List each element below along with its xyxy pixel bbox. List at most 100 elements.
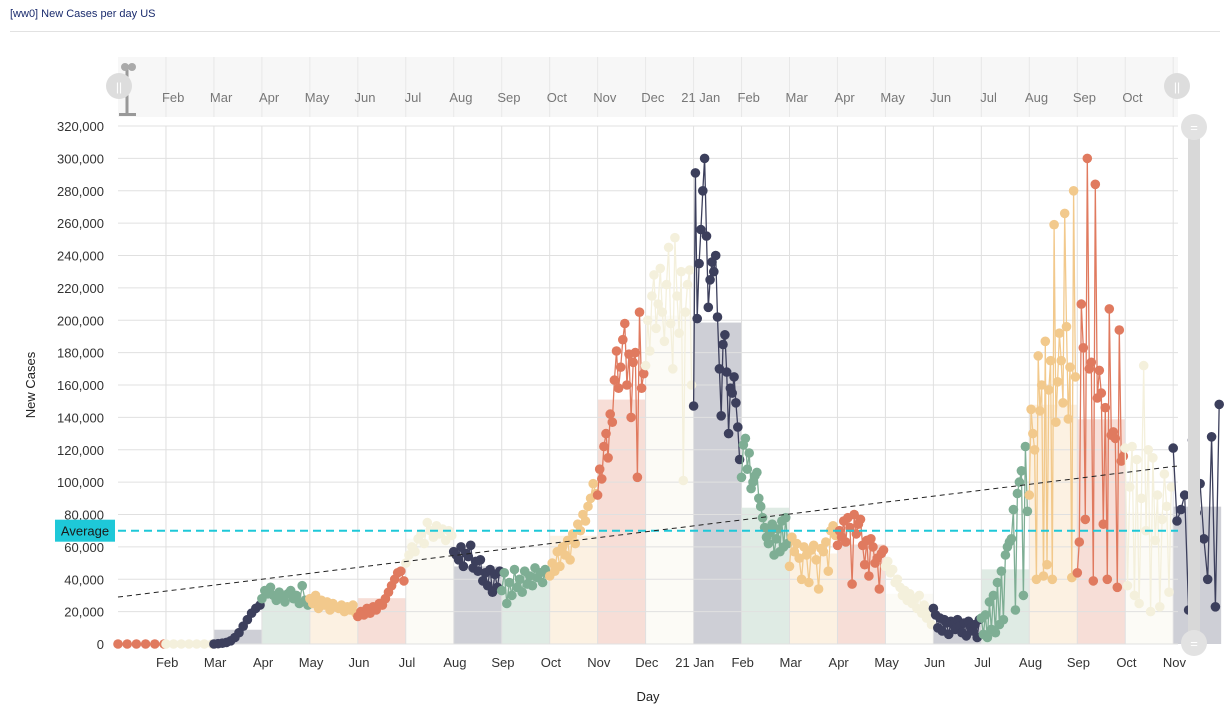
x-tick-label: Sep	[491, 655, 514, 670]
data-point	[161, 639, 171, 649]
data-point	[1148, 453, 1158, 463]
data-point	[703, 302, 714, 313]
y-tick-label: 320,000	[57, 119, 104, 134]
data-point	[626, 412, 636, 423]
data-point	[1029, 445, 1040, 455]
x-tick-label: Feb	[156, 655, 178, 670]
data-point	[1145, 606, 1156, 617]
data-point	[1127, 441, 1137, 452]
data-point	[1024, 490, 1035, 500]
data-point	[694, 258, 704, 269]
data-point	[447, 530, 457, 541]
data-point	[1008, 504, 1019, 515]
data-point	[1132, 454, 1142, 465]
data-point	[649, 270, 659, 280]
navigator-tick-label: Aug	[449, 90, 472, 105]
x-tick-label: Oct	[541, 655, 562, 670]
data-point	[672, 291, 682, 301]
navigator-left-handle[interactable]	[106, 73, 132, 99]
data-point	[131, 639, 142, 649]
data-point	[887, 564, 898, 575]
data-point	[740, 433, 751, 444]
data-point	[752, 467, 762, 478]
data-point	[859, 559, 870, 570]
data-point	[1072, 568, 1083, 578]
data-point	[727, 388, 737, 398]
data-point	[645, 346, 655, 356]
data-point	[1070, 372, 1081, 382]
data-point	[1210, 602, 1221, 612]
data-point	[714, 364, 725, 374]
data-point	[463, 551, 474, 562]
data-point	[818, 546, 829, 557]
data-point	[1104, 304, 1115, 314]
data-point	[1014, 477, 1025, 487]
data-point	[620, 318, 630, 329]
data-point	[1068, 186, 1079, 196]
y-tick-label: 160,000	[57, 378, 104, 393]
navigator-right-handle[interactable]	[1164, 73, 1190, 99]
grip-icon: =	[1190, 120, 1198, 135]
data-point	[555, 561, 565, 572]
data-point	[514, 574, 525, 585]
data-point	[527, 580, 538, 591]
data-point	[1166, 482, 1177, 492]
data-point	[1042, 559, 1052, 570]
x-tick-label: May	[874, 655, 899, 670]
data-point	[1065, 362, 1075, 373]
data-point	[1058, 398, 1068, 408]
data-point	[1125, 482, 1135, 492]
data-point	[1102, 574, 1113, 585]
data-point	[808, 540, 819, 551]
data-point	[883, 556, 893, 567]
data-point	[712, 312, 723, 322]
data-point	[622, 380, 632, 390]
data-point	[1155, 602, 1165, 612]
data-point	[475, 555, 486, 565]
x-tick-label: Oct	[1116, 655, 1137, 670]
data-point	[680, 307, 691, 318]
data-point	[1045, 355, 1056, 366]
x-tick-label: Nov	[1163, 655, 1187, 670]
range-navigator[interactable]: Feb Mar Apr May Jun Jul Aug Sep Oct Nov Dec 21 Jan F…	[106, 57, 1190, 117]
data-point	[1054, 328, 1065, 339]
data-point	[668, 364, 678, 374]
data-point	[609, 375, 620, 385]
vertical-scrollbar[interactable]: ==	[1181, 114, 1207, 656]
data-point	[665, 318, 676, 329]
data-point	[638, 368, 649, 379]
data-point	[601, 428, 611, 439]
data-point	[821, 537, 831, 547]
y-tick-label: 260,000	[57, 216, 104, 231]
data-point	[465, 540, 476, 551]
data-point	[676, 266, 686, 277]
data-point	[1000, 550, 1011, 560]
x-tick-label: Mar	[779, 655, 802, 670]
data-point	[562, 535, 573, 546]
data-point	[878, 545, 889, 555]
data-point	[1056, 355, 1066, 366]
scrollbar-top-handle[interactable]	[1181, 114, 1207, 140]
data-point	[113, 639, 123, 649]
data-point	[1199, 534, 1209, 544]
y-tick-label: 0	[97, 637, 104, 652]
data-point	[280, 597, 290, 607]
grip-icon: ||	[116, 80, 122, 94]
data-point	[607, 417, 618, 428]
data-point	[176, 639, 187, 649]
title-divider	[10, 31, 1220, 32]
data-point	[168, 639, 179, 649]
data-point	[1098, 519, 1109, 529]
data-point	[565, 555, 575, 565]
series-cases[interactable]	[113, 153, 1224, 649]
data-point	[943, 629, 954, 640]
data-point	[410, 546, 420, 557]
data-point	[265, 582, 276, 593]
data-point	[399, 576, 409, 586]
scrollbar-bottom-handle[interactable]	[1181, 630, 1207, 656]
data-point	[804, 577, 814, 588]
data-point	[988, 590, 999, 601]
navigator-tick-label: May	[305, 90, 330, 105]
data-point	[784, 561, 795, 572]
